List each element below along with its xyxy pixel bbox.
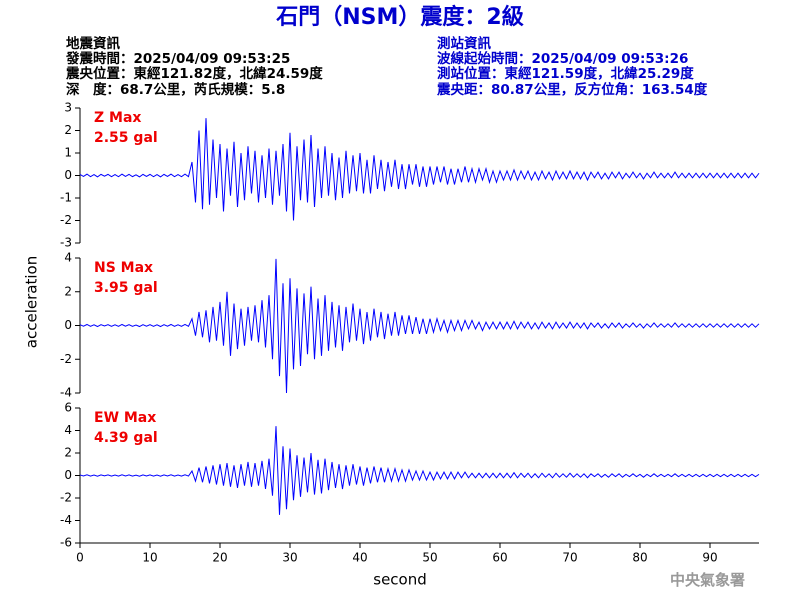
y-tick-label: -4 <box>60 513 72 527</box>
waveform <box>79 426 760 515</box>
y-tick-label: -2 <box>60 213 72 227</box>
y-tick-label: 1 <box>64 146 72 160</box>
y-tick-label: -1 <box>60 191 72 205</box>
x-tick-label: 0 <box>76 551 84 565</box>
info-line: 深 度：68.7公里，芮氏規模：5.8 <box>66 81 285 98</box>
x-tick-label: 10 <box>142 551 157 565</box>
y-tick-label: 0 <box>64 468 72 482</box>
x-tick-label: 30 <box>282 551 297 565</box>
y-tick-label: 2 <box>64 123 72 137</box>
y-tick-label: -2 <box>60 491 72 505</box>
annotation: 4.39 gal <box>94 430 158 446</box>
info-line: 測站位置：東經121.59度，北緯25.29度 <box>437 65 694 82</box>
waveform <box>79 118 760 221</box>
annotation: NS Max <box>94 260 153 276</box>
y-tick-label: 4 <box>64 423 72 437</box>
info-line: 地震資訊 <box>66 35 120 52</box>
y-tick-label: 2 <box>64 284 72 298</box>
annotation: Z Max <box>94 110 141 126</box>
y-axis-label: acceleration <box>23 256 41 348</box>
x-tick-label: 20 <box>212 551 227 565</box>
x-tick-label: 60 <box>492 551 507 565</box>
info-line: 波線起始時間：2025/04/09 09:53:26 <box>437 50 688 67</box>
info-line: 震央位置：東經121.82度，北緯24.59度 <box>65 65 323 82</box>
info-line: 發震時間：2025/04/09 09:53:25 <box>65 50 290 67</box>
y-tick-label: 3 <box>64 101 72 115</box>
x-tick-label: 50 <box>422 551 437 565</box>
info-line: 震央距：80.87公里，反方位角：163.54度 <box>436 81 708 98</box>
x-tick-label: 70 <box>562 551 577 565</box>
y-tick-label: 2 <box>64 446 72 460</box>
annotation: EW Max <box>94 410 156 426</box>
y-tick-label: 6 <box>64 401 72 415</box>
x-tick-label: 80 <box>632 551 647 565</box>
info-line: 測站資訊 <box>437 35 491 52</box>
y-tick-label: -6 <box>60 536 72 550</box>
x-axis-label: second <box>373 571 427 589</box>
y-tick-label: -4 <box>60 386 72 400</box>
chart-title: 石門（NSM）震度：2級 <box>275 4 523 30</box>
footer: 中央氣象署 <box>670 571 745 589</box>
y-tick-label: -3 <box>60 236 72 250</box>
waveform <box>79 258 760 394</box>
y-tick-label: 0 <box>64 318 72 332</box>
y-tick-label: -2 <box>60 352 72 366</box>
annotation: 3.95 gal <box>94 280 158 296</box>
y-tick-label: 4 <box>64 251 72 265</box>
annotation: 2.55 gal <box>94 130 158 146</box>
x-tick-label: 40 <box>352 551 367 565</box>
x-tick-label: 90 <box>702 551 717 565</box>
y-tick-label: 0 <box>64 168 72 182</box>
